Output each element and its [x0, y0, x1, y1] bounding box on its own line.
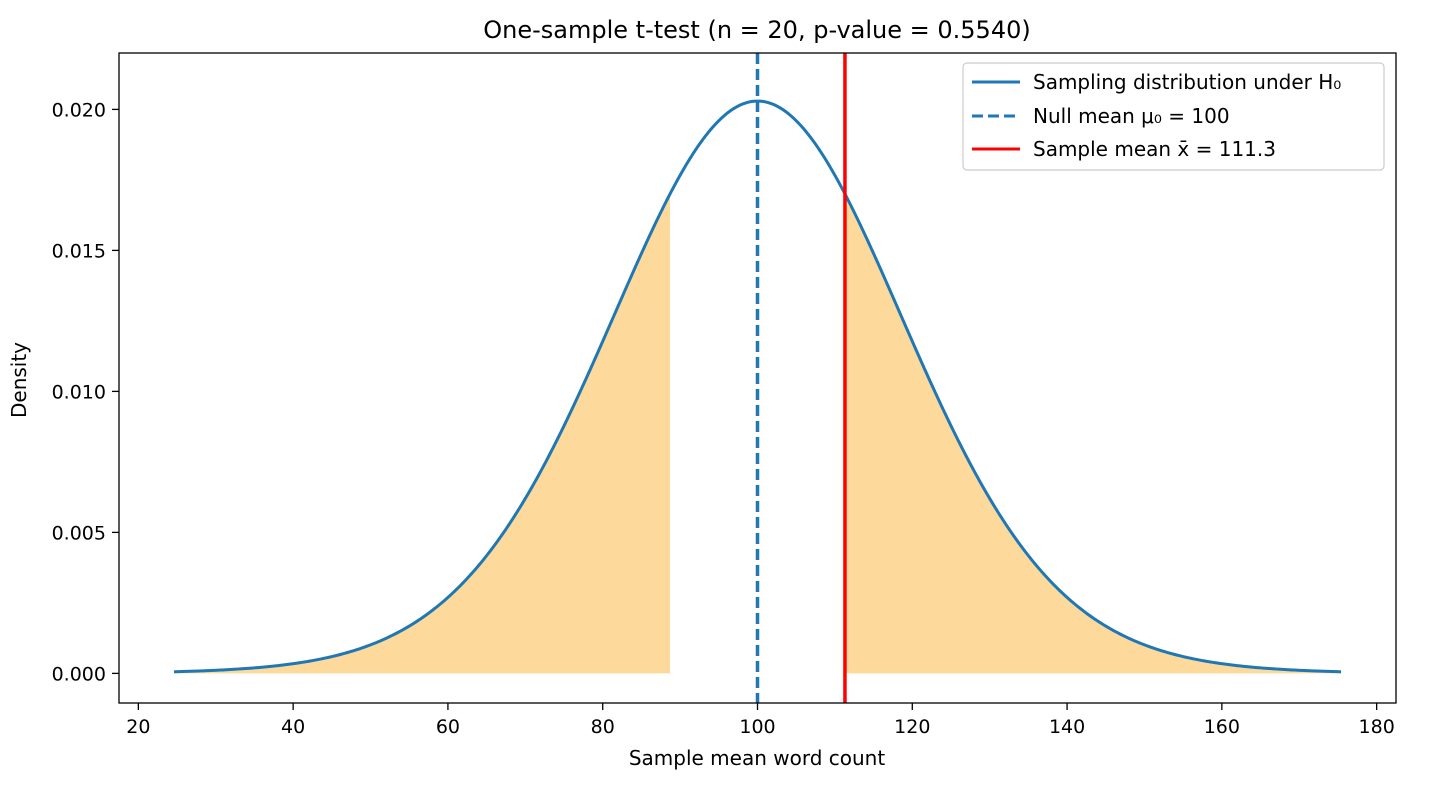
chart-title: One-sample t-test (n = 20, p-value = 0.5… — [483, 16, 1030, 44]
legend-box — [962, 62, 1385, 171]
reference-lines — [755, 53, 847, 703]
x-axis-label: Sample mean word count — [629, 746, 886, 770]
y-axis-ticks: 0.000 0.005 0.010 0.015 0.020 — [52, 99, 119, 685]
shaded-regions — [173, 193, 1342, 674]
shaded-right-tail — [844, 193, 1342, 674]
x-tick-label: 80 — [591, 716, 615, 738]
shaded-left-tail — [173, 193, 671, 674]
y-tick-label: 0.010 — [52, 381, 106, 403]
legend: Sampling distribution under H₀ Null mean… — [962, 62, 1385, 171]
y-tick-label: 0.015 — [52, 240, 106, 262]
x-tick-label: 180 — [1359, 716, 1395, 738]
x-tick-label: 40 — [281, 716, 305, 738]
x-tick-label: 120 — [894, 716, 930, 738]
x-tick-label: 140 — [1049, 716, 1085, 738]
legend-label-distribution: Sampling distribution under H₀ — [1033, 70, 1341, 94]
x-tick-label: 60 — [436, 716, 460, 738]
x-tick-label: 20 — [126, 716, 150, 738]
y-tick-label: 0.020 — [52, 99, 106, 121]
y-tick-label: 0.000 — [52, 663, 106, 685]
y-tick-label: 0.005 — [52, 522, 106, 544]
y-axis-label: Density — [7, 342, 31, 418]
x-tick-label: 100 — [739, 716, 775, 738]
legend-label-sample-mean: Sample mean x̄ = 111.3 — [1033, 137, 1276, 161]
x-tick-label: 160 — [1204, 716, 1240, 738]
x-axis-ticks: 20 40 60 80 100 120 140 160 180 — [126, 703, 1395, 738]
legend-label-null-mean: Null mean μ₀ = 100 — [1033, 104, 1230, 128]
